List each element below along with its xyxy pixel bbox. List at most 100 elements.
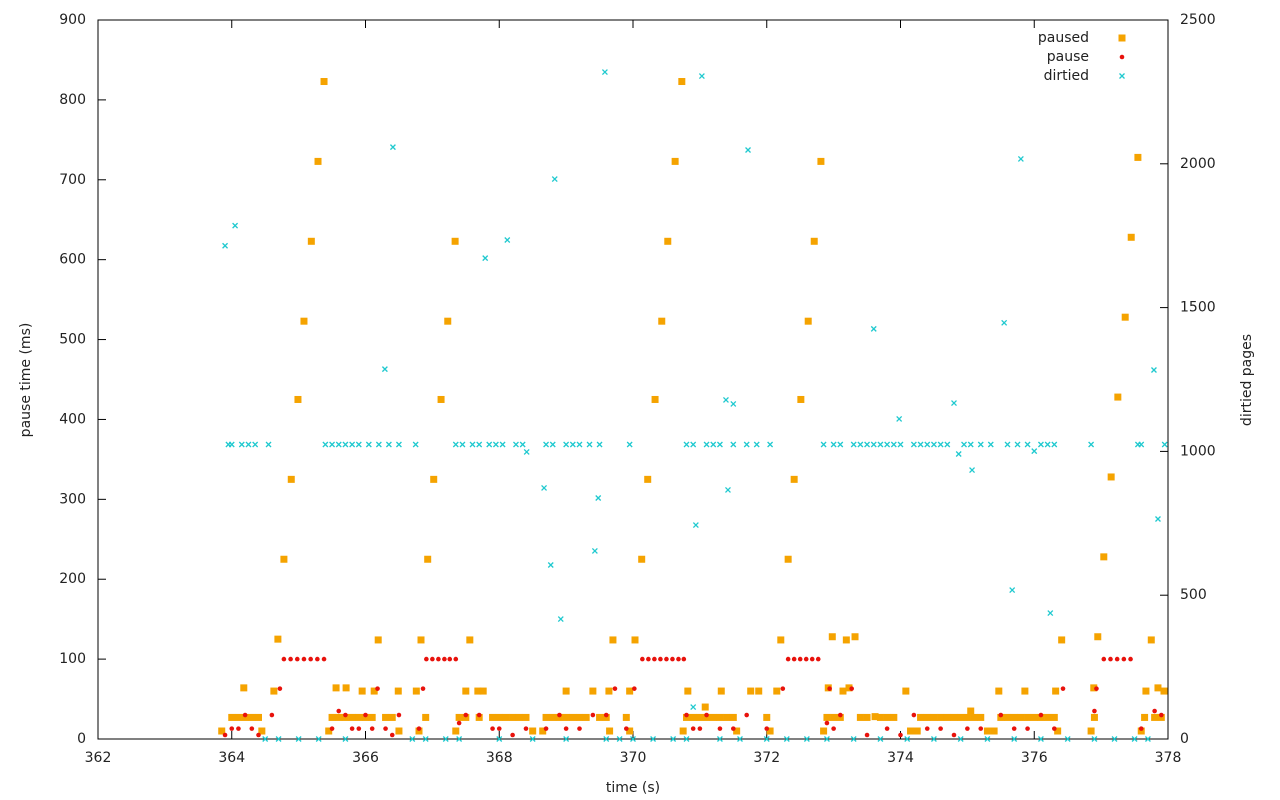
point bbox=[509, 713, 517, 721]
point bbox=[510, 732, 515, 738]
point bbox=[717, 687, 725, 695]
point bbox=[871, 713, 879, 721]
point bbox=[857, 441, 864, 448]
point bbox=[490, 726, 495, 731]
point bbox=[917, 713, 925, 721]
point bbox=[383, 726, 388, 731]
point bbox=[784, 555, 792, 563]
point bbox=[562, 713, 570, 721]
point bbox=[851, 633, 859, 641]
point bbox=[442, 736, 449, 742]
point bbox=[823, 736, 830, 742]
point bbox=[1151, 367, 1157, 373]
x-tick-label: 370 bbox=[620, 750, 647, 766]
point bbox=[664, 656, 669, 662]
point bbox=[1050, 713, 1058, 721]
point bbox=[495, 713, 503, 721]
point bbox=[729, 713, 737, 721]
point bbox=[342, 736, 349, 742]
point bbox=[603, 736, 610, 742]
point bbox=[375, 441, 382, 448]
point bbox=[569, 441, 576, 448]
point bbox=[690, 441, 697, 448]
point bbox=[670, 656, 675, 662]
point bbox=[838, 712, 843, 718]
point bbox=[437, 395, 445, 403]
point bbox=[1137, 727, 1145, 735]
point bbox=[810, 237, 818, 245]
point bbox=[596, 713, 604, 721]
point bbox=[522, 713, 530, 721]
point bbox=[1024, 713, 1032, 721]
point bbox=[1142, 687, 1150, 695]
point bbox=[543, 726, 549, 731]
point bbox=[489, 713, 497, 721]
point bbox=[907, 727, 915, 735]
point bbox=[681, 656, 687, 662]
point bbox=[315, 736, 322, 742]
point bbox=[232, 222, 239, 229]
point bbox=[262, 736, 269, 742]
point bbox=[222, 242, 229, 249]
plot-frame bbox=[97, 19, 1169, 740]
point bbox=[1157, 713, 1165, 721]
point bbox=[698, 73, 705, 80]
point bbox=[586, 441, 593, 448]
point bbox=[394, 687, 402, 695]
point bbox=[236, 726, 241, 731]
point bbox=[896, 415, 903, 422]
point bbox=[1134, 153, 1142, 161]
y-axis-title: pause time (ms) bbox=[18, 323, 34, 438]
point bbox=[342, 441, 349, 448]
point bbox=[651, 395, 659, 403]
point bbox=[529, 736, 536, 742]
point bbox=[684, 687, 692, 695]
point bbox=[300, 317, 308, 325]
point bbox=[612, 686, 618, 691]
point bbox=[877, 736, 884, 742]
point bbox=[288, 656, 293, 662]
point bbox=[1121, 313, 1129, 321]
point bbox=[1138, 726, 1144, 731]
point bbox=[766, 727, 774, 735]
point bbox=[513, 441, 519, 448]
point bbox=[1037, 713, 1045, 721]
point bbox=[1011, 736, 1018, 742]
point bbox=[917, 441, 924, 448]
point bbox=[977, 713, 985, 721]
point bbox=[466, 636, 474, 644]
point bbox=[314, 157, 322, 165]
point bbox=[830, 713, 838, 721]
point bbox=[1009, 587, 1016, 593]
point bbox=[542, 713, 550, 721]
point bbox=[622, 713, 630, 721]
point bbox=[1128, 656, 1133, 662]
point bbox=[451, 237, 459, 245]
point bbox=[389, 732, 395, 738]
point bbox=[368, 713, 376, 721]
point bbox=[897, 441, 904, 448]
point bbox=[965, 726, 970, 731]
point bbox=[218, 727, 226, 735]
point bbox=[245, 441, 252, 448]
point bbox=[1001, 319, 1008, 326]
point bbox=[957, 713, 965, 721]
y2-tick-label: 2000 bbox=[1180, 156, 1216, 172]
point bbox=[275, 736, 282, 742]
point bbox=[664, 237, 672, 245]
point bbox=[837, 441, 844, 448]
point bbox=[690, 726, 696, 731]
point bbox=[492, 441, 499, 448]
point bbox=[631, 636, 639, 644]
point bbox=[417, 636, 425, 644]
point bbox=[576, 441, 583, 448]
x-tick-label: 376 bbox=[1021, 750, 1048, 766]
point bbox=[591, 547, 598, 554]
point bbox=[937, 713, 945, 721]
point bbox=[1155, 516, 1161, 522]
point bbox=[890, 441, 897, 448]
point bbox=[870, 441, 877, 448]
point bbox=[804, 317, 812, 325]
point bbox=[308, 656, 313, 662]
point bbox=[1010, 713, 1018, 721]
